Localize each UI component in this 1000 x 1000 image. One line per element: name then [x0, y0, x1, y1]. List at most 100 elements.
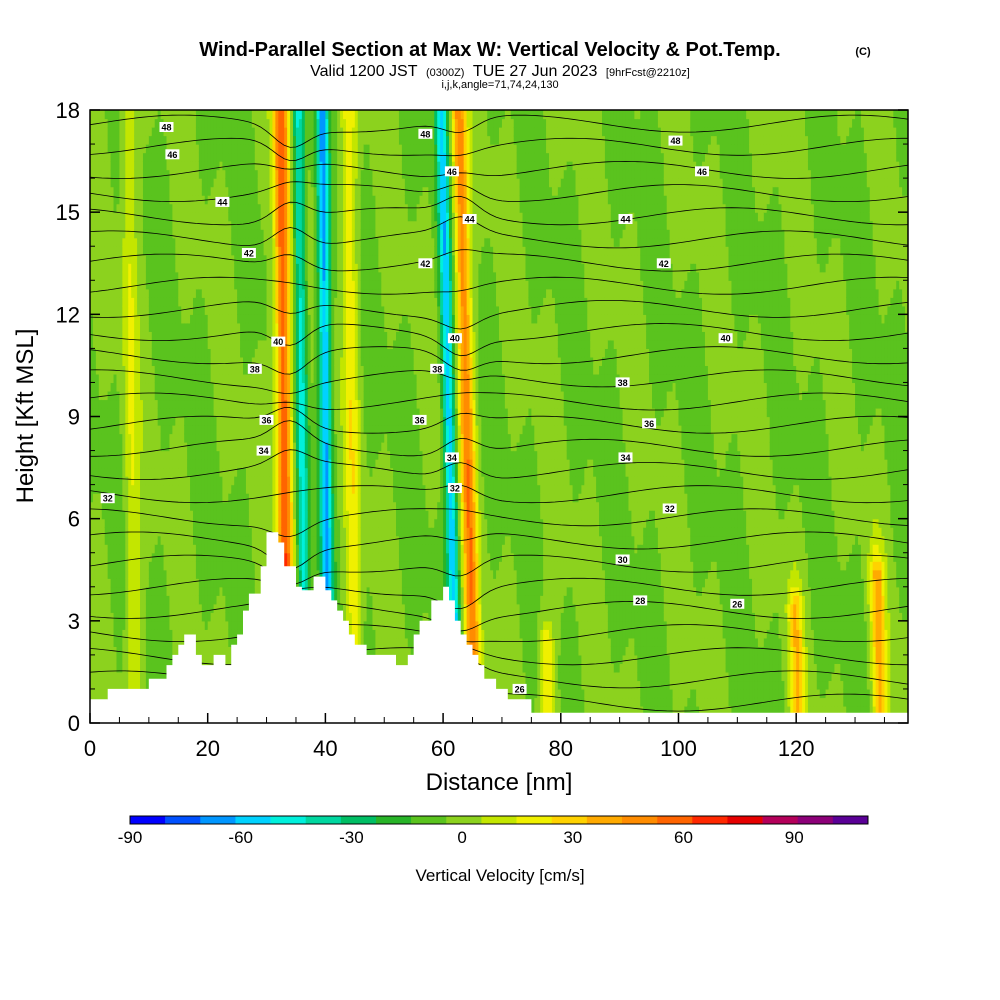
field-cell: [160, 161, 165, 171]
field-cell: [213, 246, 218, 256]
field-cell: [190, 433, 194, 443]
field-cell: [128, 416, 132, 426]
field-cell: [172, 271, 176, 281]
field-cell: [101, 680, 106, 690]
field-cell: [122, 271, 126, 281]
field-cell: [163, 561, 168, 571]
field-cell: [231, 390, 235, 401]
field-cell: [231, 220, 235, 230]
field-cell: [90, 390, 94, 401]
field-cell: [187, 331, 191, 341]
field-cell: [216, 297, 221, 307]
field-cell: [181, 152, 185, 162]
field-cell: [172, 595, 176, 605]
field-cell: [234, 314, 238, 324]
field-cell: [110, 382, 115, 392]
field-cell: [128, 629, 132, 639]
field-cell: [154, 569, 159, 579]
field-cell: [137, 127, 141, 137]
field-cell: [163, 390, 168, 401]
field-cell: [184, 178, 188, 188]
field-cell: [122, 237, 126, 247]
field-cell: [184, 288, 188, 298]
field-cell: [181, 561, 185, 571]
field-cell: [163, 442, 168, 452]
field-cell: [187, 314, 191, 324]
field-cell: [142, 569, 147, 579]
field-cell: [181, 237, 185, 247]
field-cell: [163, 433, 168, 443]
field-cell: [169, 220, 173, 230]
field-cell: [104, 637, 109, 647]
field-cell: [98, 586, 103, 596]
field-cell: [207, 484, 212, 494]
field-cell: [231, 459, 235, 469]
field-cell: [175, 561, 179, 571]
field-cell: [166, 382, 171, 392]
field-cell: [172, 314, 176, 324]
field-cell: [228, 220, 232, 230]
field-cell: [160, 654, 165, 665]
field-cell: [90, 356, 94, 367]
field-cell: [128, 161, 132, 171]
field-cell: [219, 552, 224, 562]
field-cell: [95, 518, 100, 528]
field-cell: [104, 203, 109, 213]
field-cell: [137, 501, 141, 511]
field-cell: [140, 603, 144, 613]
field-cell: [166, 518, 171, 528]
field-cell: [107, 118, 112, 128]
field-cell: [90, 212, 94, 222]
field-cell: [125, 161, 129, 171]
field-cell: [140, 169, 144, 179]
field-cell: [90, 169, 94, 179]
field-cell: [198, 425, 203, 435]
field-cell: [101, 195, 106, 205]
field-cell: [192, 527, 197, 537]
field-cell: [119, 476, 123, 486]
field-cell: [210, 612, 215, 622]
field-cell: [216, 339, 221, 349]
field-cell: [207, 442, 212, 452]
field-cell: [157, 467, 162, 477]
field-cell: [222, 110, 226, 120]
field-cell: [175, 195, 179, 205]
field-cell: [225, 535, 229, 545]
field-cell: [125, 629, 129, 639]
field-cell: [113, 339, 118, 349]
field-cell: [201, 280, 206, 290]
field-cell: [166, 390, 171, 401]
field-cell: [198, 476, 203, 486]
field-cell: [234, 518, 238, 528]
field-cell: [237, 552, 241, 562]
field-cell: [219, 263, 224, 273]
field-cell: [125, 186, 129, 196]
field-cell: [110, 595, 115, 605]
field-cell: [207, 510, 212, 520]
field-cell: [192, 442, 197, 452]
field-cell: [148, 620, 153, 630]
field-cell: [90, 688, 94, 699]
field-cell: [231, 620, 235, 630]
field-cell: [98, 339, 103, 349]
field-cell: [151, 620, 156, 630]
field-cell: [198, 416, 203, 426]
field-cell: [195, 195, 200, 205]
field-cell: [140, 305, 144, 315]
field-cell: [178, 339, 182, 349]
field-cell: [190, 110, 194, 120]
field-cell: [207, 365, 212, 375]
field-cell: [198, 254, 203, 264]
field-cell: [119, 118, 123, 128]
field-cell: [204, 246, 209, 256]
field-cell: [225, 135, 229, 145]
field-cell: [222, 237, 226, 247]
field-cell: [213, 356, 218, 367]
field-cell: [201, 152, 206, 162]
field-cell: [98, 229, 103, 239]
field-cell: [131, 493, 135, 503]
field-cell: [213, 305, 218, 315]
field-cell: [172, 186, 176, 196]
field-cell: [154, 637, 159, 647]
field-cell: [148, 288, 153, 298]
